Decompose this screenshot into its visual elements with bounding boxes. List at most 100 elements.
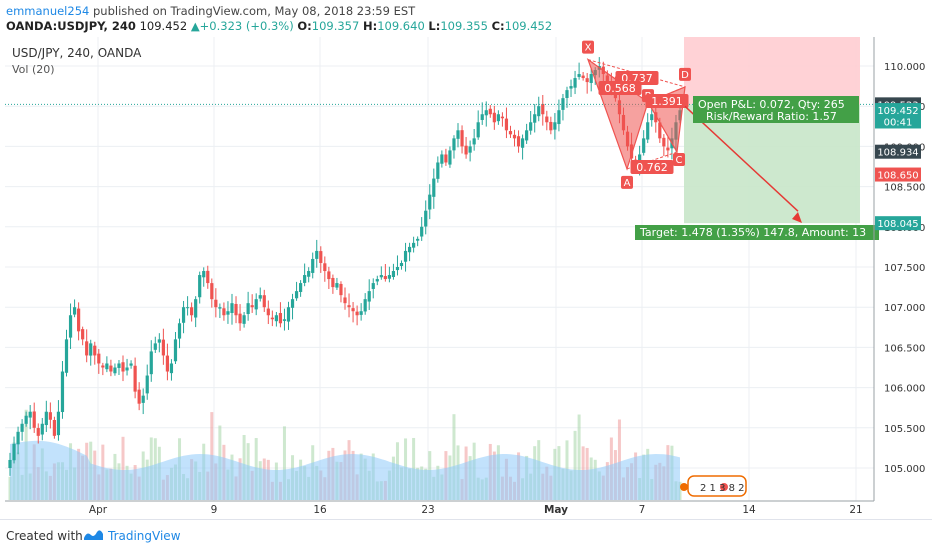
price-tag-badge [875,114,921,129]
candle-body [68,315,73,338]
candle-body [367,291,371,302]
candle-body [395,267,400,271]
candle-body [565,90,569,98]
candle-body [654,112,658,123]
pattern-ratio-badge [630,160,674,174]
pattern-point-label: X [585,43,592,54]
pattern-point-badge [582,40,594,54]
candle-body [315,250,319,259]
pattern-point-label: A [624,178,631,189]
candle-body [169,363,174,374]
last-price: 109.452 [139,19,188,33]
candle-body [553,122,557,130]
candle-body [420,226,424,237]
candle-body [185,307,190,309]
created-with-label: Created with [6,529,83,543]
candle-body [274,315,278,322]
candle-body [242,315,246,324]
time-axis[interactable]: Apr 9 16 23 May 7 14 21 [89,504,863,516]
price-tick-label: 105.500 [884,424,925,435]
pattern-ratio-badge [645,94,689,108]
author-link[interactable]: emmanuel254 [6,4,90,18]
price-tick-label: 106.000 [884,384,925,395]
candle-body [210,283,214,300]
price-tick-label: 107.500 [884,263,925,274]
events-badge[interactable] [687,475,747,497]
candle-body [496,114,500,122]
candle-body [72,307,77,315]
candle-body [472,138,476,145]
candle-body [137,389,141,404]
event-dot-icon [680,483,688,491]
candle-body [278,313,283,324]
price-tick-label: 110.000 [884,62,925,73]
candle-body [16,431,20,445]
candle-body [545,116,549,123]
candle-body [355,311,359,316]
price-tag-badge [875,216,921,231]
candle-body [286,307,291,322]
candle-body [541,103,545,115]
candle-body [109,365,113,372]
candle-body [323,263,327,272]
pattern-point-label: C [676,155,683,166]
stop-zone [684,37,860,105]
tradingview-link[interactable]: TradingView [108,529,181,543]
pattern-point-badge [679,67,691,81]
candle-body [343,297,347,304]
event-markers: 2 1 3 8 2 [680,475,747,497]
candle-body [444,154,448,163]
candle-body [303,275,307,283]
price-tag-label: 108.934 [877,148,918,159]
pattern-ratio-label: 1.391 [651,95,683,108]
candle-body [121,362,125,372]
candle-body [424,210,428,227]
candle-body [56,411,61,436]
candle-body [319,251,323,263]
volume-bar [577,414,581,500]
candle-body [331,277,335,288]
candle-body [537,106,541,117]
candle-body [557,110,561,125]
candle-body [97,353,101,364]
footer: Created with TradingView [0,519,932,551]
candle-body [89,343,93,356]
candle-body [20,423,24,432]
candle-body [646,122,650,140]
open-value: 109.357 [311,19,360,33]
candle-body [456,130,460,139]
candle-body [246,303,250,315]
candle-body [190,307,194,316]
candle-body [311,258,315,273]
candle-body [464,145,468,155]
candle-body [533,114,537,123]
candle-body [48,412,52,420]
candle-body [432,178,436,197]
candle-body [161,339,165,356]
candle-body [307,271,311,277]
event-count-label: 2 1 3 8 2 [700,483,745,494]
candle-body [412,242,416,248]
candle-body [125,367,129,371]
candle-body [290,299,295,308]
candle-body [64,339,69,373]
time-tick-label: 23 [421,504,434,516]
candle-body [448,150,452,165]
candle-body [198,275,202,298]
candle-body [549,121,553,131]
candle-body [581,75,585,79]
candle-body [525,130,529,141]
target-label: Target: 1.478 (1.35%) 147.8, Amount: 13 [639,226,866,239]
symbol-label: OANDA:USDJPY, 240 [6,19,136,33]
candle-body [391,271,396,278]
candle-body [508,131,513,135]
time-tick-label: 21 [849,504,862,516]
candle-body [403,250,408,262]
candle-body [282,319,287,321]
candle-body [529,122,533,131]
candle-body [476,122,480,138]
candle-body [133,365,137,392]
